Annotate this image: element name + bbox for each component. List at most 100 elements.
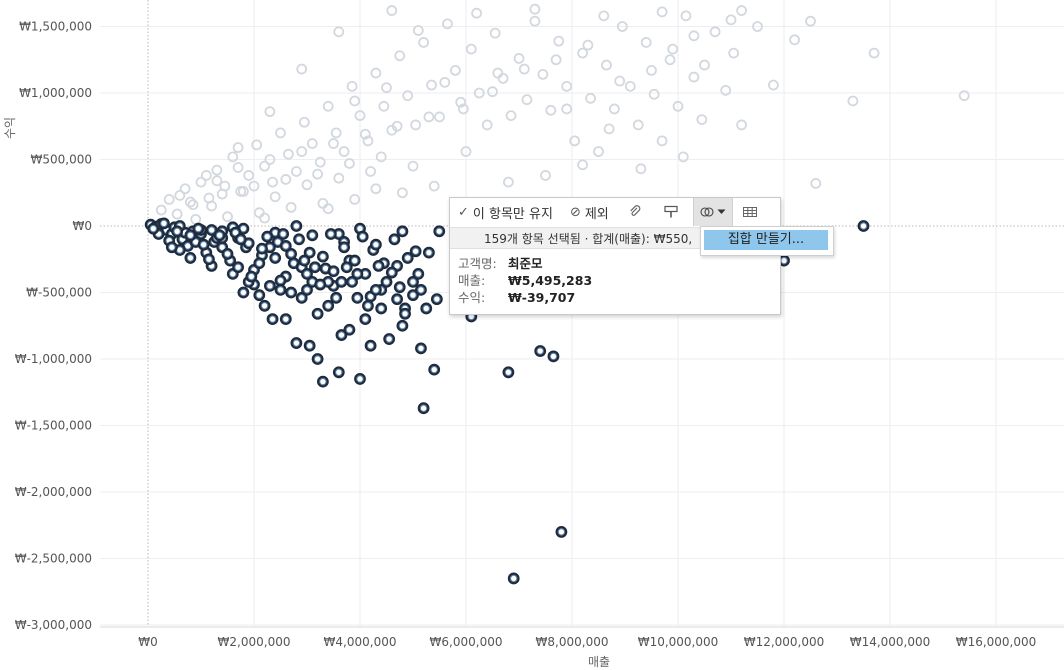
data-point[interactable]	[222, 211, 233, 223]
data-point[interactable]	[680, 10, 692, 22]
data-point[interactable]	[601, 59, 612, 71]
data-point[interactable]	[232, 142, 244, 153]
data-point[interactable]	[540, 170, 551, 181]
group-members-button[interactable]	[692, 198, 733, 226]
data-point[interactable]	[410, 119, 422, 131]
data-point[interactable]	[370, 183, 382, 195]
data-point[interactable]	[449, 64, 461, 76]
data-point[interactable]	[232, 162, 244, 173]
data-point[interactable]	[267, 176, 278, 188]
keep-only-button[interactable]: ✓ 이 항목만 유지	[458, 198, 553, 226]
data-point[interactable]	[243, 170, 255, 181]
data-point[interactable]	[412, 25, 424, 36]
data-point[interactable]	[768, 79, 779, 91]
data-point[interactable]	[553, 35, 565, 47]
data-point[interactable]	[264, 154, 276, 165]
data-point[interactable]	[648, 88, 660, 100]
data-point[interactable]	[375, 151, 387, 163]
data-point[interactable]	[418, 37, 430, 48]
data-point[interactable]	[312, 168, 324, 180]
data-point[interactable]	[259, 160, 271, 172]
data-point[interactable]	[728, 47, 740, 59]
data-point[interactable]	[322, 203, 334, 215]
data-point[interactable]	[237, 186, 249, 197]
data-point[interactable]	[561, 80, 573, 92]
data-point[interactable]	[598, 10, 610, 22]
data-point[interactable]	[283, 148, 294, 160]
data-point[interactable]	[428, 180, 440, 192]
data-point[interactable]	[465, 43, 477, 55]
data-point[interactable]	[569, 135, 581, 147]
data-point[interactable]	[497, 72, 509, 84]
data-point[interactable]	[434, 111, 445, 123]
data-point[interactable]	[667, 43, 679, 55]
data-point[interactable]	[394, 50, 406, 62]
data-point[interactable]	[677, 151, 689, 163]
data-point[interactable]	[346, 80, 358, 92]
data-point[interactable]	[333, 26, 345, 38]
data-point[interactable]	[455, 96, 467, 108]
data-point[interactable]	[487, 86, 498, 98]
data-point[interactable]	[423, 111, 435, 123]
data-point[interactable]	[391, 120, 403, 132]
data-point[interactable]	[211, 164, 223, 176]
data-point[interactable]	[184, 196, 196, 208]
data-point[interactable]	[736, 5, 747, 16]
data-point[interactable]	[585, 92, 596, 104]
data-point[interactable]	[696, 114, 708, 125]
data-point[interactable]	[206, 200, 218, 212]
selected-marks[interactable]	[144, 217, 870, 585]
data-point[interactable]	[545, 104, 557, 116]
data-point[interactable]	[155, 204, 167, 216]
data-point[interactable]	[174, 190, 186, 201]
data-point[interactable]	[624, 80, 636, 92]
data-point[interactable]	[593, 146, 604, 157]
data-point[interactable]	[805, 15, 816, 27]
data-point[interactable]	[248, 180, 260, 192]
data-point[interactable]	[362, 135, 374, 147]
data-point[interactable]	[505, 110, 517, 122]
data-point[interactable]	[365, 166, 377, 177]
data-point[interactable]	[688, 71, 700, 83]
data-point[interactable]	[513, 53, 525, 64]
data-point[interactable]	[537, 68, 549, 80]
data-point[interactable]	[550, 54, 562, 66]
data-point[interactable]	[359, 128, 371, 140]
exclude-button[interactable]: ⊘ 제외	[570, 198, 609, 226]
data-point[interactable]	[253, 207, 265, 219]
data-point[interactable]	[577, 47, 588, 59]
data-point[interactable]	[640, 37, 652, 48]
data-point[interactable]	[518, 63, 530, 75]
data-point[interactable]	[481, 119, 493, 131]
data-point[interactable]	[195, 176, 207, 188]
data-point[interactable]	[269, 191, 281, 203]
data-point[interactable]	[190, 213, 202, 225]
attach-button[interactable]	[628, 198, 642, 226]
view-data-button[interactable]	[742, 198, 757, 226]
data-point[interactable]	[709, 26, 721, 38]
data-point[interactable]	[635, 163, 647, 175]
data-point[interactable]	[752, 21, 763, 32]
data-point[interactable]	[306, 138, 318, 149]
data-point[interactable]	[529, 3, 541, 15]
data-point[interactable]	[457, 103, 469, 115]
data-point[interactable]	[561, 103, 573, 115]
data-point[interactable]	[958, 90, 970, 102]
data-point[interactable]	[251, 139, 263, 151]
data-point[interactable]	[386, 5, 398, 16]
data-point[interactable]	[396, 187, 408, 199]
data-point[interactable]	[187, 199, 199, 211]
data-point[interactable]	[582, 39, 594, 51]
data-point[interactable]	[317, 197, 329, 209]
data-point[interactable]	[789, 34, 800, 46]
data-point[interactable]	[810, 178, 822, 189]
unselected-marks[interactable]	[155, 3, 970, 225]
data-point[interactable]	[442, 18, 453, 30]
data-point[interactable]	[296, 63, 308, 75]
data-point[interactable]	[521, 94, 533, 106]
data-point[interactable]	[473, 87, 485, 99]
data-point[interactable]	[725, 14, 737, 26]
data-point[interactable]	[471, 7, 483, 19]
data-point[interactable]	[426, 79, 437, 91]
